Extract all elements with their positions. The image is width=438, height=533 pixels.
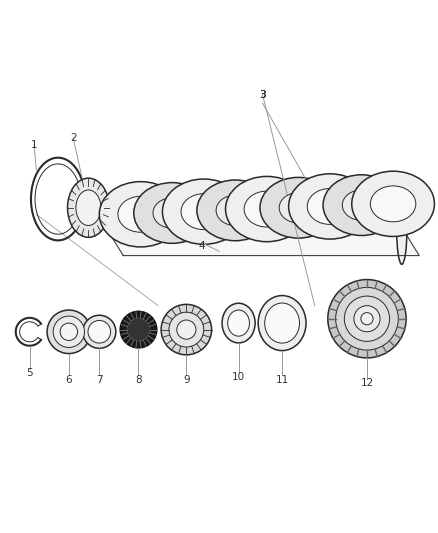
Ellipse shape [169, 312, 204, 347]
Text: 9: 9 [183, 375, 190, 385]
Ellipse shape [127, 318, 150, 341]
Text: 8: 8 [135, 375, 142, 385]
Ellipse shape [67, 178, 110, 237]
Ellipse shape [83, 315, 116, 349]
Ellipse shape [161, 304, 212, 355]
Ellipse shape [260, 177, 337, 238]
Ellipse shape [279, 192, 318, 223]
Ellipse shape [53, 316, 85, 348]
Polygon shape [88, 199, 419, 256]
Text: 3: 3 [259, 90, 266, 100]
Ellipse shape [76, 190, 101, 225]
Text: 2: 2 [70, 133, 77, 143]
Ellipse shape [371, 186, 416, 222]
Ellipse shape [354, 305, 380, 332]
Ellipse shape [181, 193, 226, 230]
Ellipse shape [352, 171, 434, 237]
Ellipse shape [222, 303, 255, 343]
Ellipse shape [60, 323, 78, 341]
Ellipse shape [258, 296, 306, 351]
Ellipse shape [328, 279, 406, 358]
Ellipse shape [197, 180, 274, 241]
Ellipse shape [343, 190, 381, 220]
Text: 5: 5 [26, 368, 33, 378]
Ellipse shape [118, 196, 163, 232]
Ellipse shape [265, 303, 300, 343]
Ellipse shape [307, 189, 353, 224]
Text: 10: 10 [232, 373, 245, 383]
Ellipse shape [226, 176, 308, 241]
Ellipse shape [323, 175, 400, 236]
Text: 12: 12 [360, 378, 374, 388]
Ellipse shape [336, 287, 398, 350]
Ellipse shape [244, 191, 290, 227]
Ellipse shape [47, 310, 91, 353]
Text: 1: 1 [31, 140, 37, 150]
Ellipse shape [120, 311, 157, 348]
Ellipse shape [289, 174, 371, 239]
Text: 3: 3 [259, 90, 266, 100]
Ellipse shape [134, 183, 211, 244]
Ellipse shape [153, 198, 191, 228]
Ellipse shape [396, 190, 407, 264]
Ellipse shape [99, 182, 182, 247]
Ellipse shape [88, 320, 111, 343]
Ellipse shape [361, 313, 373, 325]
Ellipse shape [228, 310, 250, 336]
Text: 7: 7 [96, 375, 102, 385]
Ellipse shape [216, 195, 254, 225]
Ellipse shape [344, 296, 390, 341]
Text: 6: 6 [66, 375, 72, 385]
Text: 3: 3 [259, 90, 266, 100]
Ellipse shape [162, 179, 245, 244]
Text: 11: 11 [276, 375, 289, 385]
Text: 4: 4 [198, 240, 205, 251]
Ellipse shape [177, 320, 196, 339]
